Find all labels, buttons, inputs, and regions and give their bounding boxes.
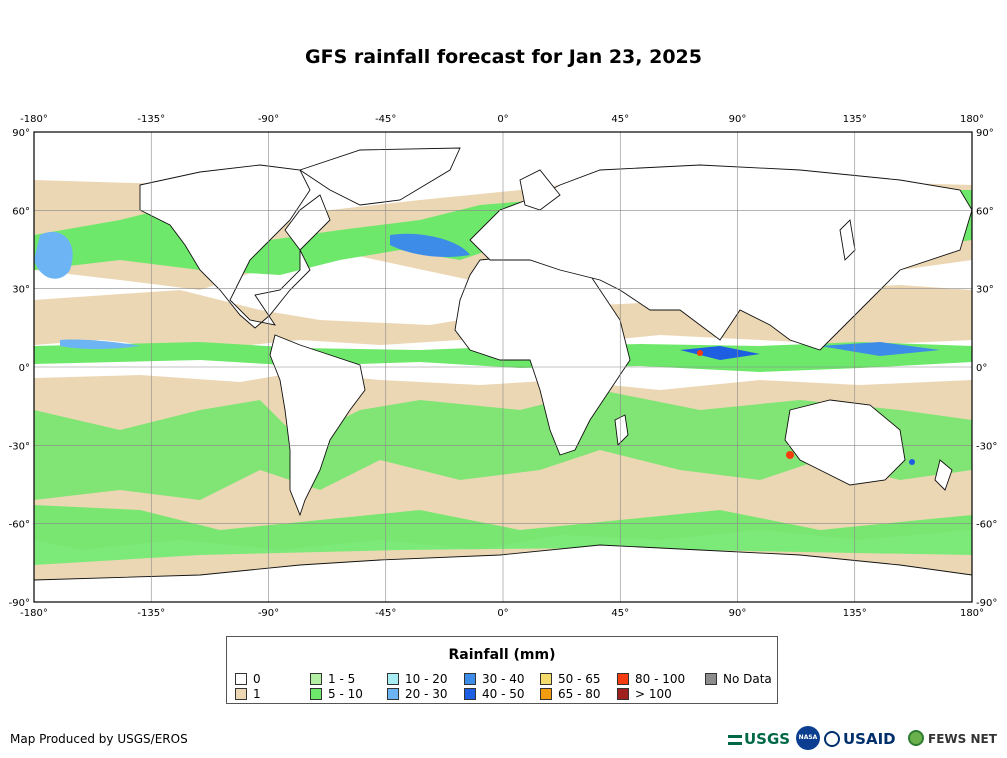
legend-item: 30 - 40 xyxy=(464,672,525,686)
lat-tick-label: 90° xyxy=(12,128,30,139)
lat-tick-label: -30° xyxy=(976,441,997,452)
rainfall-map[interactable]: -180° -180° -135° -135° -90° -90° -45° -45° 0° 0°… xyxy=(0,110,1007,630)
legend-label: 30 - 40 xyxy=(482,672,525,686)
usgs-logo: USGS xyxy=(728,726,794,752)
legend-label: 1 xyxy=(253,687,261,701)
legend-swatch xyxy=(617,673,629,685)
legend-label: 80 - 100 xyxy=(635,672,686,686)
fews-net-logo: FEWS NET xyxy=(908,726,1000,752)
lon-tick-label: -135° xyxy=(137,114,165,125)
map-credit: Map Produced by USGS/EROS xyxy=(10,732,188,746)
lat-tick-label: 0° xyxy=(976,363,987,374)
lon-tick-label: -90° xyxy=(258,608,279,619)
legend-label: 1 - 5 xyxy=(328,672,356,686)
nasa-logo: NASA xyxy=(796,726,820,750)
legend-swatch xyxy=(310,673,322,685)
lat-tick-label: -30° xyxy=(9,441,30,452)
legend-label: > 100 xyxy=(635,687,672,701)
lon-tick-label: 90° xyxy=(729,114,747,125)
legend-swatch xyxy=(540,673,552,685)
legend-swatch xyxy=(387,673,399,685)
lat-tick-label: -60° xyxy=(976,520,997,531)
legend-item: 80 - 100 xyxy=(617,672,685,686)
lat-tick-label: 30° xyxy=(976,285,994,296)
legend-label: 0 xyxy=(253,672,261,686)
legend-item: No Data xyxy=(705,672,772,686)
lat-tick-label: 0° xyxy=(19,363,30,374)
lat-tick-label: -90° xyxy=(9,598,30,609)
lat-tick-label: 90° xyxy=(976,128,994,139)
legend-item: 20 - 30 xyxy=(387,687,448,701)
legend-item: > 100 xyxy=(617,687,672,701)
lon-tick-label: 180° xyxy=(960,114,984,125)
legend-swatch xyxy=(464,688,476,700)
lon-tick-label: -180° xyxy=(20,114,48,125)
lon-tick-label: 135° xyxy=(843,608,867,619)
lon-tick-label: 0° xyxy=(497,608,508,619)
legend-item: 50 - 65 xyxy=(540,672,601,686)
lon-tick-label: 135° xyxy=(843,114,867,125)
lon-tick-label: -180° xyxy=(20,608,48,619)
lon-tick-label: 180° xyxy=(960,608,984,619)
legend-label: 65 - 80 xyxy=(558,687,601,701)
legend-item: 40 - 50 xyxy=(464,687,525,701)
lat-tick-label: 30° xyxy=(12,285,30,296)
lon-tick-label: 90° xyxy=(729,608,747,619)
lon-tick-label: -45° xyxy=(375,114,396,125)
legend-item: 10 - 20 xyxy=(387,672,448,686)
legend-item: 65 - 80 xyxy=(540,687,601,701)
lon-tick-label: 45° xyxy=(611,608,629,619)
legend-swatch xyxy=(310,688,322,700)
legend-swatch xyxy=(387,688,399,700)
legend-item: 1 - 5 xyxy=(310,672,355,686)
legend-label: 40 - 50 xyxy=(482,687,525,701)
legend-item: 0 xyxy=(235,672,261,686)
legend-item: 5 - 10 xyxy=(310,687,363,701)
legend-label: 50 - 65 xyxy=(558,672,601,686)
legend-swatch xyxy=(235,688,247,700)
legend-label: 10 - 20 xyxy=(405,672,448,686)
lon-tick-label: 0° xyxy=(497,114,508,125)
partner-logos: USGS NASA USAID FEWS NET xyxy=(728,726,1000,752)
lat-tick-label: 60° xyxy=(976,206,994,217)
lon-tick-label: -45° xyxy=(375,608,396,619)
lon-tick-label: -90° xyxy=(258,114,279,125)
legend-swatch xyxy=(235,673,247,685)
legend-title: Rainfall (mm) xyxy=(448,647,556,663)
lat-tick-label: -60° xyxy=(9,520,30,531)
legend-label: 5 - 10 xyxy=(328,687,363,701)
axis-ticks: -180° -180° -135° -135° -90° -90° -45° -45° 0° 0°… xyxy=(9,114,998,619)
legend-label: No Data xyxy=(723,672,772,686)
lat-tick-label: -90° xyxy=(976,598,997,609)
lon-tick-label: -135° xyxy=(137,608,165,619)
legend-swatch xyxy=(705,673,717,685)
legend-item: 1 xyxy=(235,687,261,701)
graticule xyxy=(34,132,972,602)
lat-tick-label: 60° xyxy=(12,206,30,217)
legend-swatch xyxy=(617,688,629,700)
legend-swatch xyxy=(540,688,552,700)
lon-tick-label: 45° xyxy=(611,114,629,125)
usaid-logo: USAID xyxy=(824,726,904,752)
legend-label: 20 - 30 xyxy=(405,687,448,701)
legend-swatch xyxy=(464,673,476,685)
map-title: GFS rainfall forecast for Jan 23, 2025 xyxy=(305,46,702,68)
